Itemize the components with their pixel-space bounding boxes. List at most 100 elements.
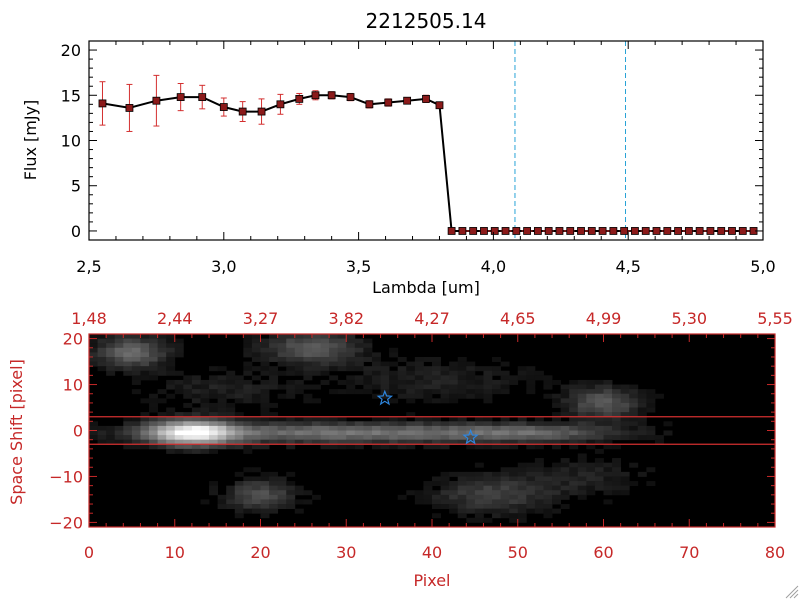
image-pixel bbox=[346, 389, 356, 395]
image-pixel bbox=[637, 471, 647, 477]
image-pixel bbox=[577, 393, 587, 399]
image-pixel bbox=[474, 490, 484, 496]
image-pixel bbox=[166, 393, 176, 399]
image-pixel bbox=[534, 444, 544, 450]
image-pixel bbox=[406, 412, 416, 418]
image-pixel bbox=[517, 439, 527, 445]
image-pixel bbox=[269, 379, 279, 385]
image-pixel bbox=[526, 435, 536, 441]
data-point-41 bbox=[695, 227, 704, 235]
image-pixel bbox=[509, 504, 519, 510]
image-pixel bbox=[371, 416, 381, 422]
image-pixel bbox=[457, 471, 467, 477]
image-pixel bbox=[500, 379, 510, 385]
image-pixel bbox=[414, 379, 424, 385]
image-pixel bbox=[337, 389, 347, 395]
image-pixel bbox=[534, 439, 544, 445]
data-point-14 bbox=[384, 98, 393, 107]
image-pixel bbox=[260, 347, 270, 353]
image-pixel bbox=[234, 499, 244, 505]
image-pixel bbox=[166, 343, 176, 349]
image-pixel bbox=[474, 421, 484, 427]
x-tick-label-5: 5,0 bbox=[750, 257, 775, 276]
image-pixel bbox=[629, 398, 639, 404]
image-pixel bbox=[380, 366, 390, 372]
image-pixel bbox=[457, 439, 467, 445]
image-pixel bbox=[157, 416, 167, 422]
image-pixel bbox=[500, 389, 510, 395]
image-pixel bbox=[552, 499, 562, 505]
image-pixel bbox=[251, 481, 261, 487]
image-pixel bbox=[269, 504, 279, 510]
bottom-x-axis-label: Pixel bbox=[413, 571, 450, 590]
image-pixel bbox=[474, 425, 484, 431]
image-pixel bbox=[397, 375, 407, 381]
image-pixel bbox=[517, 435, 527, 441]
image-pixel bbox=[303, 375, 313, 381]
image-pixel bbox=[166, 384, 176, 390]
image-pixel bbox=[449, 508, 459, 514]
image-pixel bbox=[174, 338, 184, 344]
image-pixel bbox=[414, 366, 424, 372]
image-pixel bbox=[594, 389, 604, 395]
image-pixel bbox=[243, 343, 253, 349]
image-pixel bbox=[97, 352, 107, 358]
image-pixel bbox=[243, 361, 253, 367]
image-pixel bbox=[269, 471, 279, 477]
image-pixel bbox=[492, 494, 501, 500]
image-pixel bbox=[543, 494, 553, 500]
image-pixel bbox=[594, 462, 604, 468]
image-pixel bbox=[457, 416, 467, 422]
image-pixel bbox=[200, 499, 210, 505]
image-pixel bbox=[157, 389, 167, 395]
image-pixel bbox=[209, 490, 219, 496]
image-pixel bbox=[594, 393, 604, 399]
image-pixel bbox=[363, 421, 373, 427]
data-point-12 bbox=[346, 93, 355, 101]
image-pixel bbox=[612, 407, 622, 413]
image-pixel bbox=[260, 494, 270, 500]
image-pixel bbox=[123, 338, 133, 344]
image-pixel bbox=[449, 439, 459, 445]
data-point-23 bbox=[501, 227, 510, 235]
image-pixel bbox=[311, 425, 321, 431]
image-pixel bbox=[440, 393, 450, 399]
image-pixel bbox=[603, 425, 613, 431]
image-pixel bbox=[320, 416, 330, 422]
image-pixel bbox=[492, 384, 501, 390]
image-pixel bbox=[397, 421, 407, 427]
image-pixel bbox=[346, 444, 356, 450]
image-pixel bbox=[466, 439, 476, 445]
image-pixel bbox=[406, 393, 416, 399]
image-pixel bbox=[243, 421, 253, 427]
image-pixel bbox=[543, 508, 553, 514]
image-pixel bbox=[166, 407, 176, 413]
image-pixel bbox=[577, 467, 587, 473]
image-pixel bbox=[234, 490, 244, 496]
image-pixel bbox=[191, 421, 201, 427]
image-pixel bbox=[286, 352, 296, 358]
image-pixel bbox=[492, 476, 501, 482]
pixel-axis-ticks: 0 10 20 30 40 50 60 70 80 bbox=[84, 519, 785, 562]
image-pixel bbox=[251, 476, 261, 482]
image-pixel bbox=[106, 430, 116, 436]
image-pixel bbox=[209, 402, 219, 408]
image-pixel bbox=[603, 407, 613, 413]
image-pixel bbox=[526, 499, 536, 505]
image-pixel bbox=[423, 435, 433, 441]
resize-grip-icon[interactable] bbox=[785, 585, 799, 599]
image-pixel bbox=[620, 402, 630, 408]
image-pixel bbox=[492, 513, 501, 519]
image-pixel bbox=[234, 416, 244, 422]
image-pixel bbox=[466, 366, 476, 372]
image-pixel bbox=[603, 435, 613, 441]
image-pixel bbox=[294, 338, 304, 344]
image-pixel bbox=[354, 338, 364, 344]
image-pixel bbox=[620, 384, 630, 390]
image-pixel bbox=[406, 421, 416, 427]
image-pixel bbox=[89, 425, 98, 431]
image-pixel bbox=[346, 384, 356, 390]
data-point-5 bbox=[219, 103, 228, 111]
image-pixel bbox=[200, 402, 210, 408]
image-pixel bbox=[123, 444, 133, 450]
